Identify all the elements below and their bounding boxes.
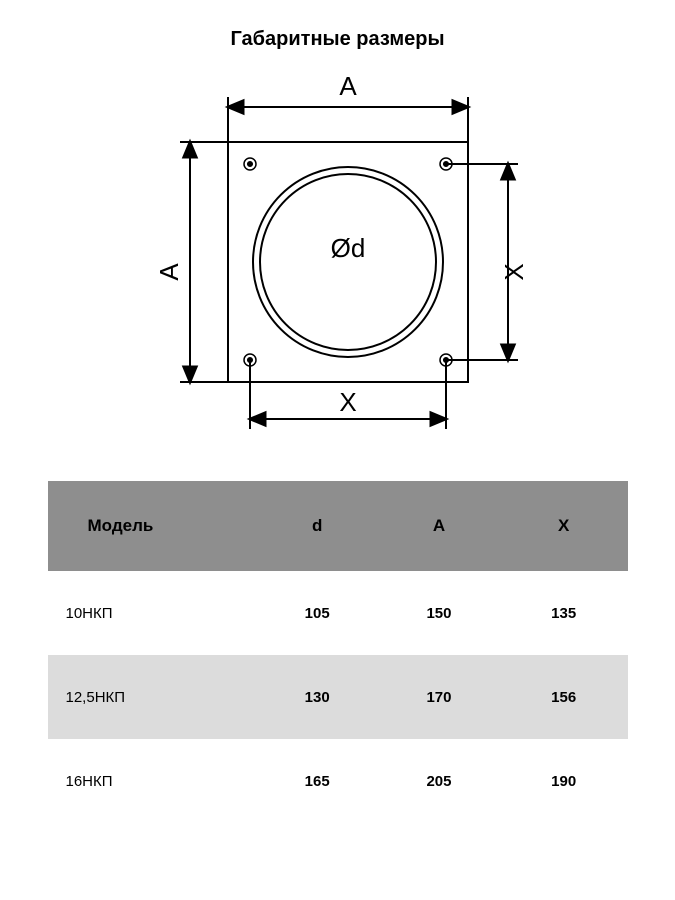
page-title: Габаритные размеры xyxy=(0,0,675,57)
cell-X: 190 xyxy=(500,739,628,823)
table-header-row: Модель d A X xyxy=(48,481,628,571)
label-d: Ød xyxy=(330,233,365,263)
col-d: d xyxy=(256,481,378,571)
cell-X: 156 xyxy=(500,655,628,739)
col-X: X xyxy=(500,481,628,571)
label-X-right: X xyxy=(499,263,529,280)
cell-X: 135 xyxy=(500,571,628,655)
table-row: 10НКП 105 150 135 xyxy=(48,571,628,655)
cell-A: 205 xyxy=(378,739,500,823)
cell-model: 10НКП xyxy=(48,571,257,655)
dimensions-table: Модель d A X 10НКП 105 150 135 12,5НКП 1… xyxy=(48,481,628,823)
cell-model: 12,5НКП xyxy=(48,655,257,739)
diagram-container: Ød A A X X xyxy=(0,57,675,457)
label-X-bottom: X xyxy=(339,387,356,417)
table-row: 16НКП 165 205 190 xyxy=(48,739,628,823)
col-model: Модель xyxy=(48,481,257,571)
dimension-diagram: Ød A A X X xyxy=(123,57,553,457)
cell-d: 165 xyxy=(256,739,378,823)
cell-d: 130 xyxy=(256,655,378,739)
table-row: 12,5НКП 130 170 156 xyxy=(48,655,628,739)
col-A: A xyxy=(378,481,500,571)
cell-A: 150 xyxy=(378,571,500,655)
cell-model: 16НКП xyxy=(48,739,257,823)
label-A-top: A xyxy=(339,71,357,101)
cell-A: 170 xyxy=(378,655,500,739)
cell-d: 105 xyxy=(256,571,378,655)
label-A-left: A xyxy=(154,263,184,281)
